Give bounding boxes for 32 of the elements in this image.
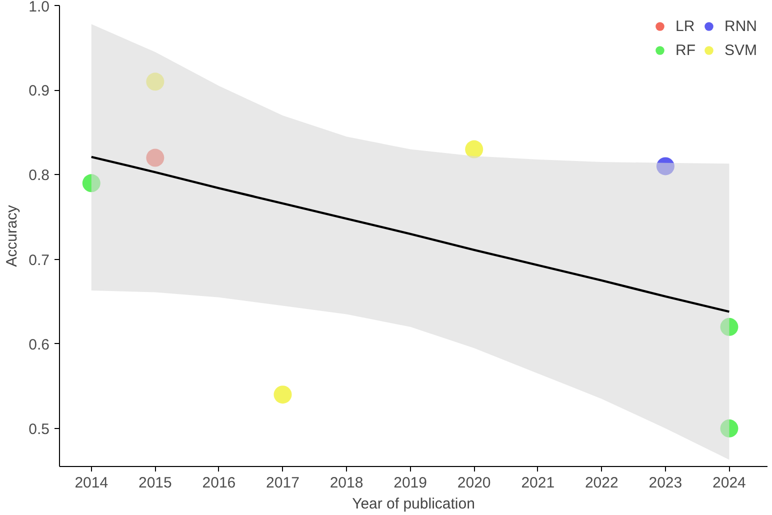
legend-label: RNN — [724, 18, 757, 34]
x-tick-label: 2024 — [712, 474, 746, 492]
x-tick-label: 2019 — [394, 474, 427, 492]
point — [82, 174, 100, 192]
x-tick-label: 2015 — [138, 474, 172, 492]
x-tick-label: 2016 — [202, 474, 236, 492]
y-tick-label: 0.7 — [28, 252, 50, 269]
point — [720, 318, 738, 336]
y-axis-title: Accuracy — [4, 204, 21, 267]
legend-label: SVM — [724, 42, 757, 58]
line-series — [90, 156, 730, 313]
point — [656, 157, 674, 176]
y-tick-label: 0.8 — [28, 167, 50, 184]
point — [720, 419, 738, 438]
x-tick-label: 2014 — [74, 474, 108, 492]
point — [146, 148, 164, 167]
y-tick-label: 0.9 — [28, 82, 50, 100]
y-tick-label: 0.6 — [28, 336, 50, 354]
legend-label: LR — [675, 18, 696, 34]
legend-label: RF — [675, 42, 696, 58]
x-tick-label: 2020 — [457, 474, 491, 492]
point — [146, 72, 164, 91]
point — [465, 140, 484, 158]
x-tick-label: 2017 — [266, 474, 300, 492]
point — [274, 386, 292, 404]
y-tick-label: 1.0 — [28, 0, 50, 16]
x-axis-title: Year of publication — [352, 496, 475, 512]
x-tick-label: 2021 — [521, 474, 555, 492]
x-tick-label: 2018 — [330, 474, 364, 492]
x-tick-label: 2022 — [584, 474, 618, 492]
y-tick-label: 0.5 — [28, 420, 50, 438]
x-tick-label: 2023 — [648, 474, 682, 492]
